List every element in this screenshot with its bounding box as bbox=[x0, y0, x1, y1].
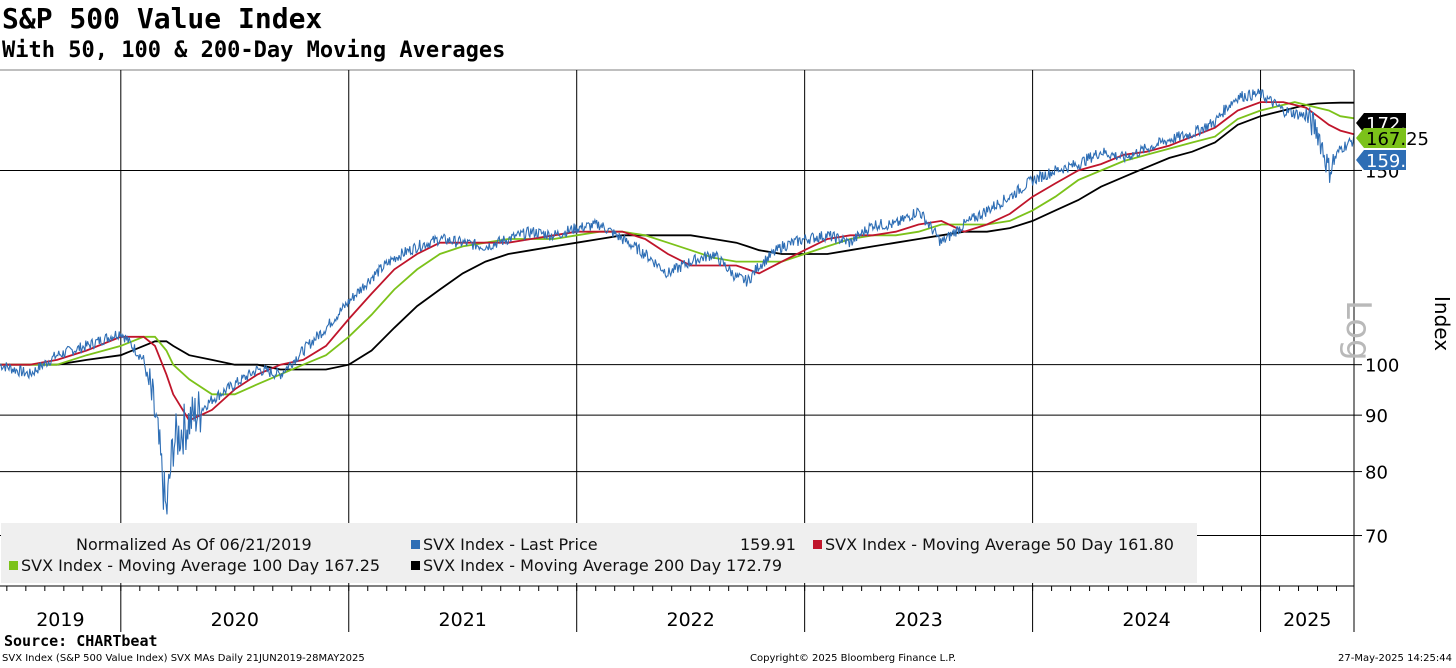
last-value-tag-159.91: 159.91 bbox=[1366, 151, 1429, 172]
chart-title: S&P 500 Value Index bbox=[2, 2, 323, 35]
x-tick-label-2025: 2025 bbox=[1283, 609, 1331, 631]
x-tick-label-2020: 2020 bbox=[211, 609, 259, 631]
x-tick-label-2021: 2021 bbox=[439, 609, 487, 631]
footer-timestamp: 27-May-2025 14:25:44 bbox=[1338, 653, 1452, 664]
series-line-svx-index-moving-average-200-day bbox=[0, 101, 1354, 371]
legend-label-price: SVX Index - Last Price bbox=[423, 535, 598, 554]
legend-label-ma200: SVX Index - Moving Average 200 Day 172.7… bbox=[423, 556, 783, 575]
legend: Normalized As Of 06/21/2019 SVX Index - … bbox=[1, 523, 1197, 583]
series-line-svx-index-last-price bbox=[0, 88, 1355, 515]
legend-item-ma200: SVX Index - Moving Average 200 Day 172.7… bbox=[411, 556, 782, 575]
series-line-svx-index-moving-average-100-day bbox=[0, 101, 1355, 396]
legend-item-ma100: SVX Index - Moving Average 100 Day 167.2… bbox=[9, 556, 380, 575]
y-tick-label-90: 90 bbox=[1365, 406, 1388, 427]
log-scale-label: Log bbox=[1338, 300, 1378, 361]
y-tick-label-80: 80 bbox=[1365, 463, 1388, 484]
legend-price-value: 159.91 bbox=[740, 535, 796, 554]
horizontal-gridlines bbox=[0, 169, 1354, 537]
series-layer bbox=[0, 88, 1355, 515]
y-tick-label-100: 100 bbox=[1365, 356, 1399, 377]
chart-subtitle: With 50, 100 & 200-Day Moving Averages bbox=[2, 38, 506, 63]
legend-normalized: Normalized As Of 06/21/2019 bbox=[76, 535, 312, 554]
last-value-tag-bg-159.91 bbox=[1356, 150, 1406, 170]
footer-copyright: Copyright© 2025 Bloomberg Finance L.P. bbox=[750, 653, 957, 664]
legend-swatch-ma100 bbox=[9, 561, 18, 570]
legend-label-ma100: SVX Index - Moving Average 100 Day 167.2… bbox=[21, 556, 381, 575]
footer-description: SVX Index (S&P 500 Value Index) SVX MAs … bbox=[2, 653, 365, 664]
series-line-svx-index-moving-average-50-day bbox=[0, 101, 1355, 422]
last-value-tag-167.25: 167.25 bbox=[1366, 129, 1429, 150]
x-tick-label-2024: 2024 bbox=[1122, 609, 1170, 631]
legend-item-last-price: SVX Index - Last Price bbox=[411, 535, 598, 554]
y-tick-label-70: 70 bbox=[1365, 527, 1388, 548]
x-tick-label-2019: 2019 bbox=[36, 609, 84, 631]
legend-swatch-ma50 bbox=[813, 540, 822, 549]
legend-swatch-ma200 bbox=[411, 561, 420, 570]
last-value-tag-bg-167.25 bbox=[1356, 128, 1406, 148]
x-tick-label-2022: 2022 bbox=[666, 609, 714, 631]
legend-swatch-price bbox=[411, 540, 420, 549]
legend-label-ma50: SVX Index - Moving Average 50 Day 161.80 bbox=[825, 535, 1174, 554]
x-tick-label-2023: 2023 bbox=[894, 609, 942, 631]
source-label: Source: CHARTbeat bbox=[4, 632, 158, 650]
legend-item-ma50: SVX Index - Moving Average 50 Day 161.80 bbox=[813, 535, 1174, 554]
y-axis-label: Index bbox=[1430, 296, 1454, 352]
